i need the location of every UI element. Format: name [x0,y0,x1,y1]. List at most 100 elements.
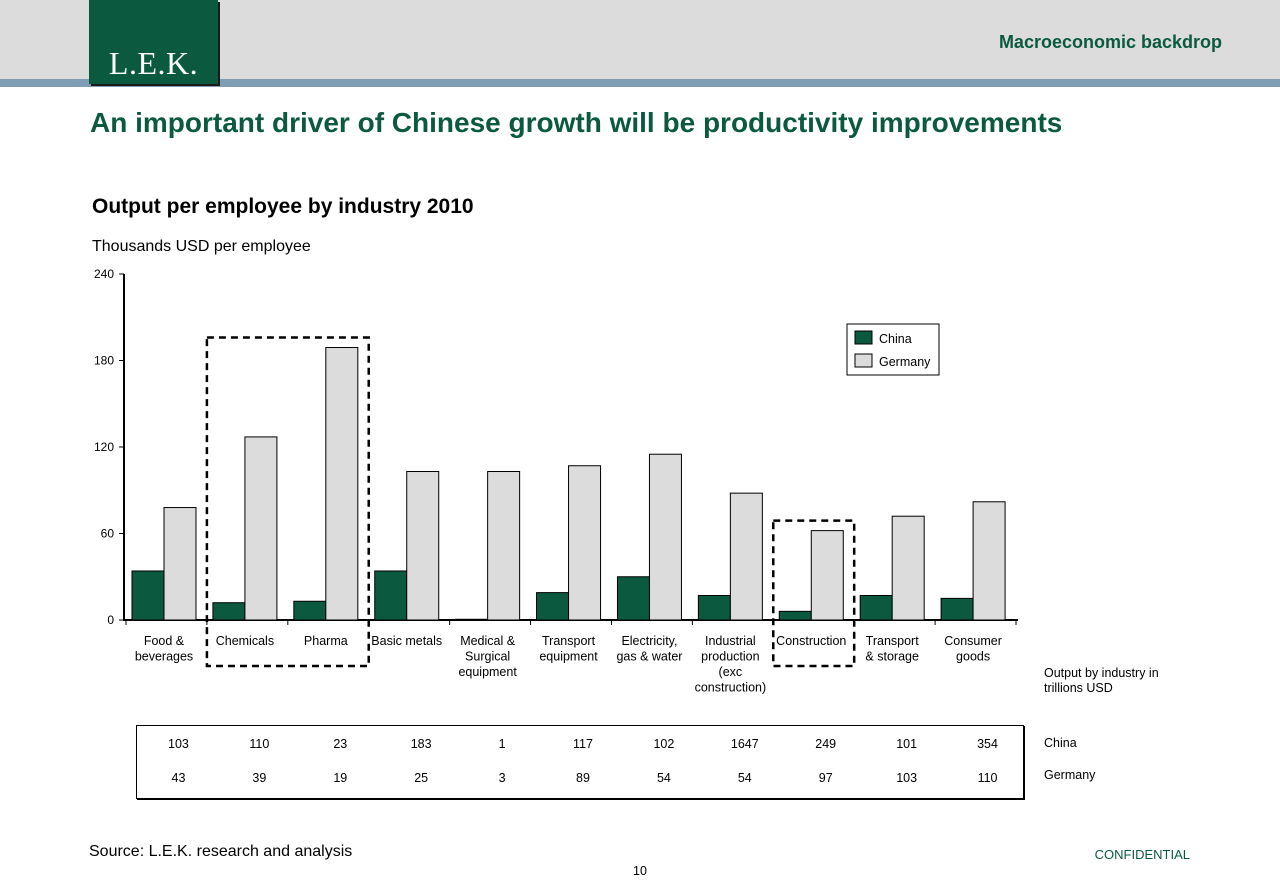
bar-germany [406,471,440,621]
x-category-label: Medical & Surgical equipment [458,634,517,679]
table-cell: 249 [815,737,837,751]
highlight-box [205,336,370,668]
bar-china [940,597,974,621]
x-category-label: Consumer goods [944,634,1002,664]
lek-logo: L.E.K. [89,0,218,84]
bar-china [374,570,408,621]
table-cell: 117 [573,737,593,751]
y-tick-label: 120 [94,440,114,454]
table-cell: 102 [653,737,675,751]
x-category-label-line: Basic metals [371,634,442,648]
table-cell: 103 [896,771,918,785]
section-title: Macroeconomic backdrop [998,32,1222,52]
x-category-label-line: equipment [539,650,598,664]
table-cell: 110 [977,771,998,785]
chart-y-unit-label: Thousands USD per employee [92,238,311,255]
x-category-label-line: Medical & [460,634,516,648]
output-table: 103 110 23 183 1 117 102 1647 249 101 354 43 39 19 25 3… [136,725,1024,799]
bar-china [293,600,327,621]
logo-text: L.E.K. [108,45,199,81]
page-headline: An important driver of Chinese growth wi… [90,107,1063,138]
header-rule [0,79,1280,87]
x-category-label-line: Industrial [705,634,756,648]
bar-germany [729,492,763,621]
table-cell: 1 [498,737,506,751]
x-category-label-line: Transport [542,634,596,648]
x-category-label-line: Transport [866,634,920,648]
bar-germany [972,501,1006,621]
x-category-label: Industrial production (exc construction) [695,634,767,695]
bar-china [131,570,165,621]
bar-germany [325,347,359,621]
legend-swatch-china [854,330,873,345]
table-cell: 110 [249,737,270,751]
x-category-label-line: Food & [144,634,185,648]
x-category-label-line: Consumer [944,634,1002,648]
bar-china [697,594,731,621]
x-category-label-line: Pharma [304,634,348,648]
table-cell: 1647 [730,737,759,751]
page-number: 10 [633,864,647,878]
x-category-label-line: Construction [776,634,846,648]
bar-germany [810,530,844,621]
table-cell: 89 [576,771,590,785]
y-tick-label: 180 [94,354,114,368]
x-category-label: Transport equipment [539,634,598,664]
table-cell: 23 [333,737,348,751]
x-category-label: Food & beverages [135,634,193,664]
y-tick-label: 240 [94,267,114,281]
x-category-label-line: Chemicals [216,634,274,648]
legend-swatch-germany [854,353,873,368]
table-cell: 3 [498,771,506,785]
highlight-box [772,519,856,668]
bar-germany [487,471,521,621]
table-cell: 183 [410,737,432,751]
legend-label-china: China [879,332,912,346]
bar-germany [163,507,197,621]
confidential-label: CONFIDENTIAL [1094,847,1190,862]
x-category-label-line: goods [956,650,990,664]
x-category-label: Chemicals [216,634,274,648]
x-category-label-line: gas & water [616,650,682,664]
x-category-label: Construction [776,634,846,648]
x-category-label-line: equipment [458,665,517,679]
table-cell: 97 [818,771,833,785]
table-cell: 101 [896,737,918,751]
bar-china [778,610,812,621]
y-tick-label: 0 [107,613,114,627]
x-category-label-line: beverages [135,650,193,664]
x-category-label-line: Surgical [465,650,510,664]
table-cell: 54 [737,771,752,785]
table-cell: 43 [171,771,186,785]
table-cell: 54 [656,771,671,785]
bar-germany [244,436,278,621]
source-note: Source: L.E.K. research and analysis [89,843,353,860]
x-category-label: Pharma [304,634,348,648]
table-cell: 19 [333,771,348,785]
bar-china [536,592,570,621]
x-category-label-line: production [701,650,759,664]
bar-chart: 0 60 120 180 240 Food & beverages Chemicals Phar… [94,267,1018,695]
bar-germany [891,515,925,621]
bar-china [455,618,489,621]
bar-germany [648,453,682,621]
x-category-label-line: construction) [695,681,767,695]
bar-germany [568,465,602,621]
x-category-label-line: Electricity, [621,634,677,648]
x-category-label-line: (exc [719,665,743,679]
bar-china [859,594,893,621]
legend-label-germany: Germany [879,355,931,369]
x-category-label: Transport & storage [865,634,919,664]
y-tick-label: 60 [101,527,115,541]
x-category-label: Electricity, gas & water [616,634,682,664]
bar-china [616,576,650,621]
table-cell: 39 [252,771,267,785]
bar-china [212,602,246,621]
x-category-label: Basic metals [371,634,442,648]
chart-title: Output per employee by industry 2010 [92,195,474,218]
table-cell: 103 [168,737,189,751]
table-cell: 354 [977,737,998,751]
table-row-label: Germany [1044,768,1096,782]
x-category-label-line: & storage [865,650,919,664]
table-row-label: China [1044,736,1077,750]
